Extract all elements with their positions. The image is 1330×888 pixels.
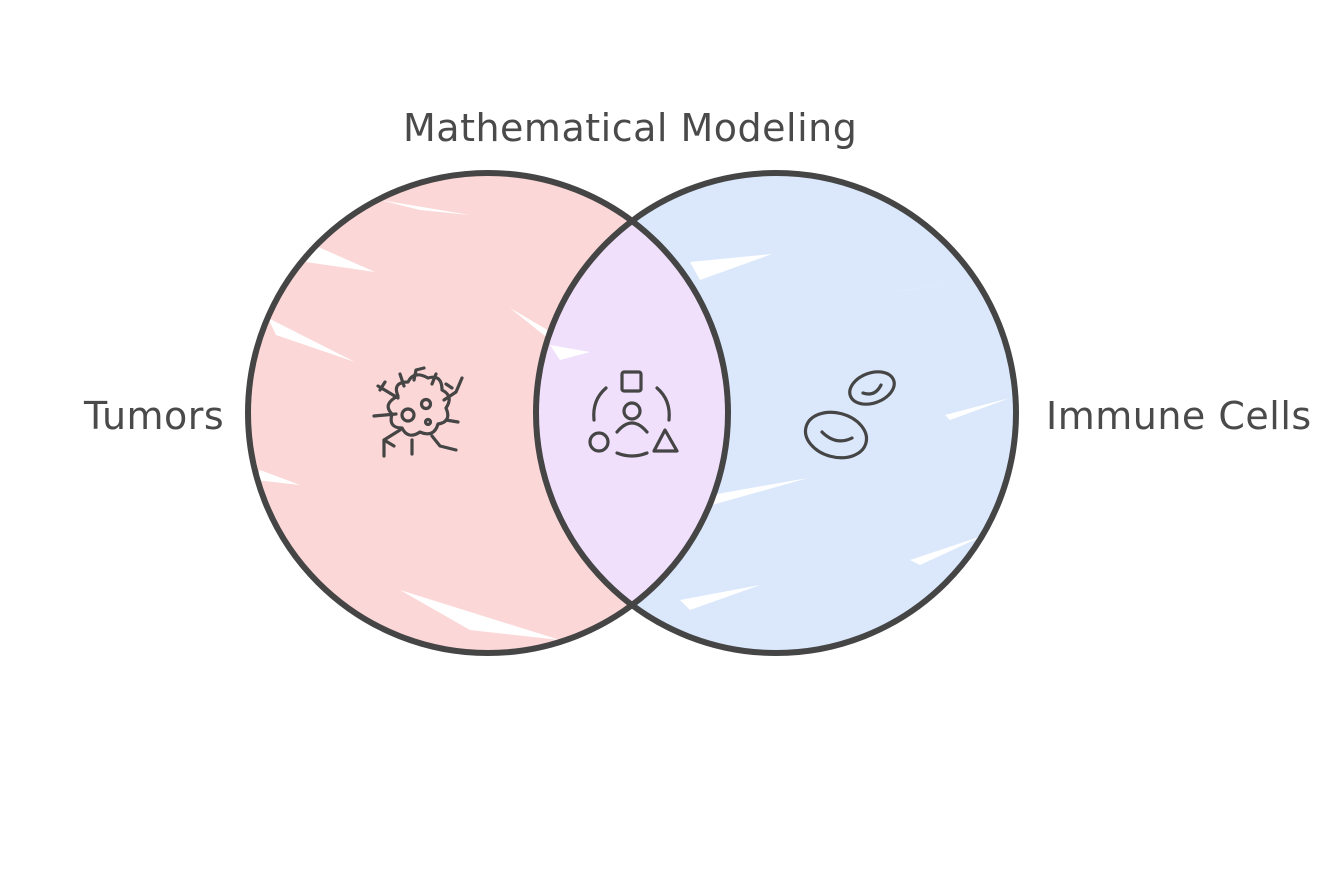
right-set-outline: [533, 170, 1019, 656]
left-set-label: Tumors: [84, 394, 225, 438]
blood-cells-icon: [803, 370, 896, 460]
shapes-person-icon: [588, 370, 679, 458]
left-set-outline: [245, 170, 731, 656]
diagram-title: Mathematical Modeling: [403, 106, 858, 150]
cancer-cell-icon: [372, 366, 464, 458]
right-set-label: Immune Cells: [1046, 394, 1312, 438]
